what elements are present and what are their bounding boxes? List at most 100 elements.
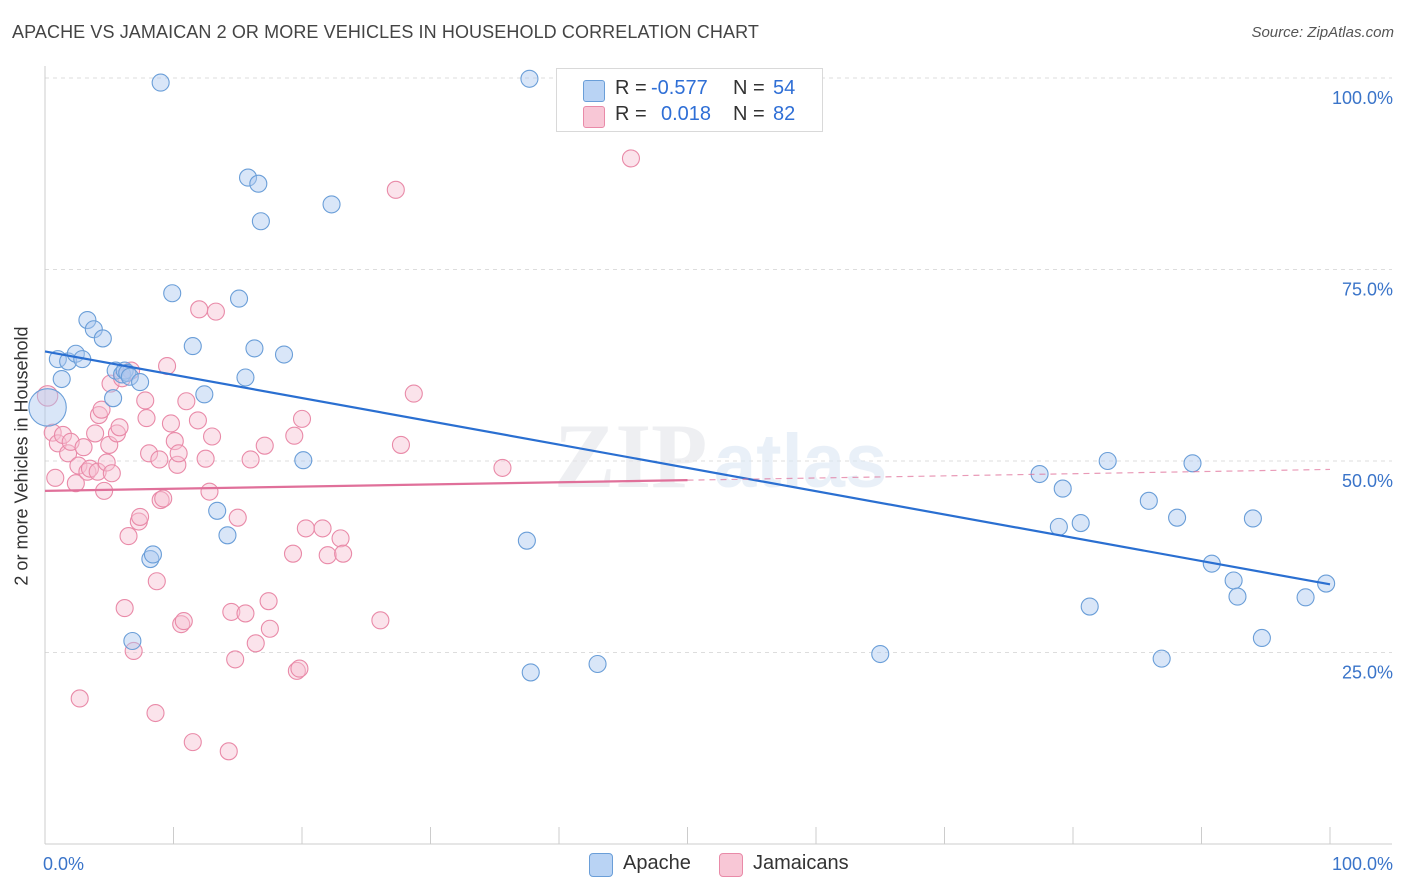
bottom-apache-label: Apache: [623, 852, 691, 874]
y-tick-label: 50.0%: [1342, 471, 1393, 491]
jamaicans-point: [222, 602, 241, 621]
jamaicans-point: [255, 436, 274, 455]
jamaicans-point: [296, 519, 315, 538]
jamaicans-point: [97, 453, 116, 472]
apache-point: [238, 168, 258, 187]
jamaicans-point: [188, 411, 207, 430]
jamaicans-point: [285, 426, 304, 445]
y-tick-label: 25.0%: [1342, 663, 1393, 683]
apache-point: [520, 69, 539, 88]
jamaicans-point: [174, 612, 193, 631]
jamaicans-point: [59, 444, 78, 463]
apache-point: [1139, 491, 1158, 510]
jamaicans-point: [283, 544, 303, 563]
jamaicans-point: [190, 300, 209, 319]
jamaicans-r-value: 0.018: [661, 103, 712, 125]
apache-point: [1183, 454, 1202, 473]
apache-point: [1098, 451, 1117, 471]
apache-point: [120, 367, 139, 386]
jamaicans-point: [246, 634, 265, 653]
jamaicans-point: [119, 527, 138, 546]
jamaicans-r-label: R =: [615, 103, 647, 125]
jamaicans-point: [131, 507, 150, 526]
apache-point: [208, 501, 227, 520]
apache-point: [588, 654, 607, 674]
y-tick-label: 75.0%: [1342, 280, 1393, 300]
apache-point: [1152, 649, 1171, 668]
jamaicans-point: [70, 689, 89, 708]
watermark: ZIP atlas: [554, 405, 887, 507]
jamaicans-point: [161, 414, 180, 433]
jamaicans-point: [53, 425, 73, 445]
apache-point: [1080, 597, 1099, 616]
apache-point: [1224, 571, 1243, 590]
x-tick-label: 0.0%: [43, 854, 84, 874]
jamaicans-point: [287, 661, 306, 680]
apache-point: [1053, 479, 1072, 498]
x-tick-labels: 0.0% 100.0%: [43, 854, 1393, 874]
jamaicans-point: [137, 409, 156, 428]
apache-r-label: R =: [615, 77, 647, 99]
jamaicans-point: [66, 474, 85, 493]
apache-point: [78, 311, 97, 330]
jamaicans-point: [219, 742, 238, 761]
jamaicans-point: [200, 482, 219, 501]
apache-r-value: -0.577: [651, 77, 708, 99]
jamaicans-point: [110, 418, 129, 437]
jamaicans-point: [140, 444, 159, 463]
trend-lines: [44, 350, 1331, 586]
apache-point: [1243, 509, 1262, 528]
y-tick-label: 100.0%: [1332, 88, 1393, 108]
chart-title: APACHE VS JAMAICAN 2 OR MORE VEHICLES IN…: [12, 22, 759, 42]
apache-trend-line: [44, 350, 1331, 586]
apache-point: [236, 368, 255, 387]
jamaicans-point: [260, 619, 279, 638]
jamaicans-point: [334, 544, 353, 563]
bottom-jamaicans-label: Jamaicans: [753, 852, 849, 874]
apache-point: [1168, 508, 1187, 527]
jamaicans-point: [371, 611, 390, 630]
jamaicans-point: [183, 733, 202, 752]
jamaicans-point: [177, 392, 196, 411]
jamaicans-point: [228, 508, 247, 527]
bottom-jamaicans-swatch: [719, 853, 743, 877]
apache-point: [143, 545, 162, 564]
jamaicans-point: [36, 385, 59, 407]
bottom-apache-swatch: [589, 853, 613, 877]
apache-swatch: [583, 80, 605, 102]
apache-point: [131, 373, 150, 392]
jamaicans-n-value: 82: [773, 103, 796, 125]
jamaicans-point: [115, 599, 134, 618]
apache-point: [1252, 628, 1271, 647]
jamaicans-point: [386, 180, 405, 199]
apache-point: [183, 337, 202, 356]
apache-point: [871, 644, 890, 664]
apache-point: [163, 284, 182, 303]
jamaicans-point: [290, 659, 309, 678]
jamaicans-point: [206, 302, 225, 321]
jamaicans-point: [92, 400, 111, 419]
apache-point: [251, 212, 270, 231]
apache-point: [229, 289, 249, 308]
apache-point: [1296, 588, 1315, 607]
jamaicans-point: [78, 462, 97, 481]
jamaicans-n-label: N =: [733, 103, 765, 125]
watermark-zip: ZIP: [554, 405, 707, 507]
jamaicans-point: [331, 529, 350, 548]
apache-point: [104, 389, 123, 408]
grid-lines: [45, 77, 1392, 653]
apache-point: [195, 385, 214, 404]
jamaicans-point: [404, 384, 423, 403]
jamaicans-point: [236, 604, 255, 623]
apache-point: [1049, 517, 1068, 536]
jamaicans-point: [169, 444, 188, 463]
jamaicans-point: [147, 572, 166, 591]
jamaicans-point: [313, 519, 332, 538]
apache-point: [322, 195, 341, 214]
jamaicans-point: [391, 435, 410, 454]
jamaicans-point: [146, 703, 165, 723]
apache-point: [218, 526, 237, 545]
y-tick-labels: 25.0% 50.0% 75.0% 100.0%: [1332, 88, 1393, 683]
jamaicans-trend-line: [44, 479, 688, 492]
